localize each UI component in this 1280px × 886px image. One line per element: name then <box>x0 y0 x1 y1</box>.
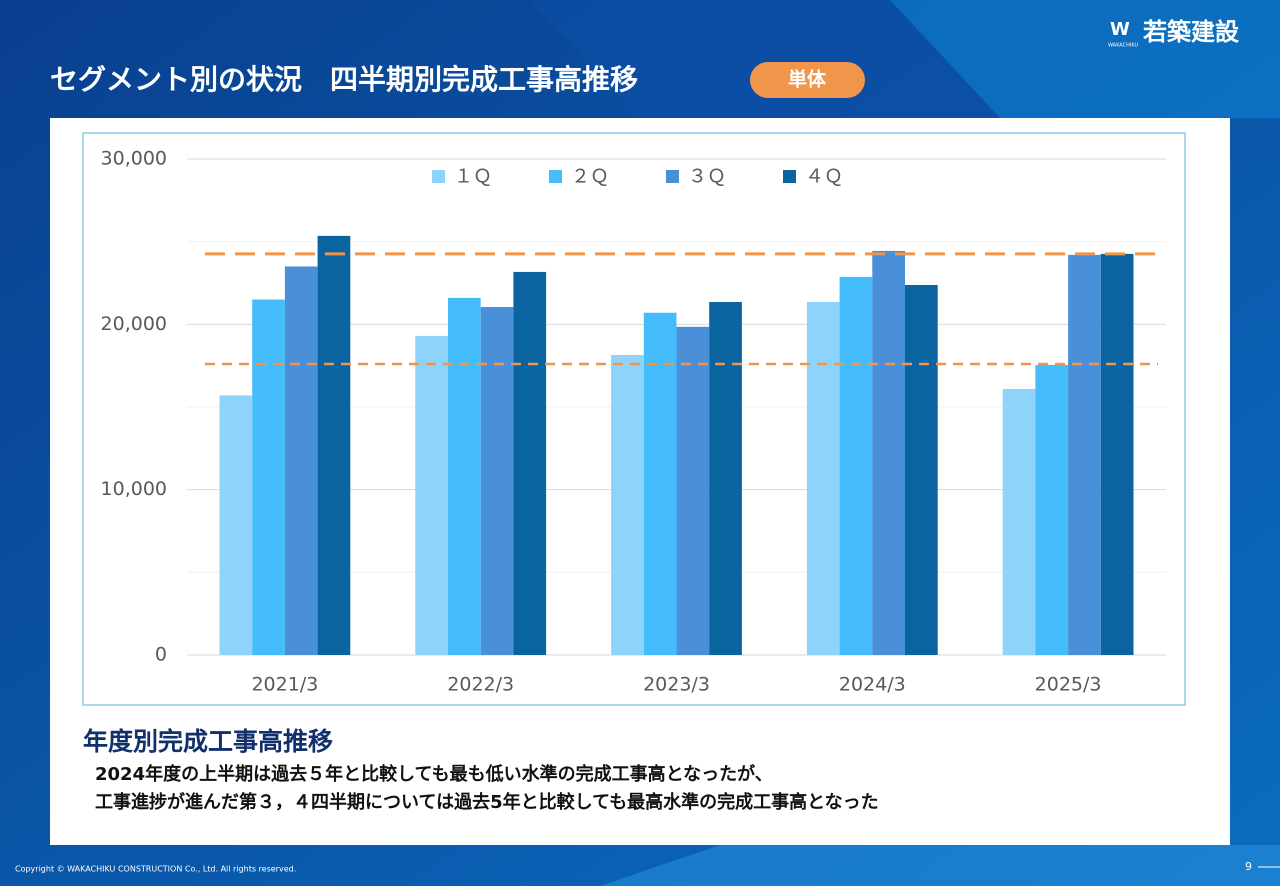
copyright: Copyright © WAKACHIKU CONSTRUCTION Co., … <box>15 865 296 874</box>
decor <box>600 845 1280 886</box>
x-tick-label: 2024/3 <box>839 674 906 696</box>
y-tick-label: 30,000 <box>101 148 167 170</box>
badge-text: 単体 <box>788 68 827 91</box>
bar <box>611 354 644 655</box>
bar <box>1035 365 1069 655</box>
bar <box>839 276 873 655</box>
bar <box>872 250 905 655</box>
bar <box>317 235 351 655</box>
logo-mark: W <box>1110 19 1130 40</box>
legend-label: １Ｑ <box>454 166 492 188</box>
legend-label: ２Ｑ <box>571 166 609 188</box>
legend-swatch <box>666 170 679 183</box>
chart-frame <box>82 132 1186 706</box>
legend-swatch <box>783 170 796 183</box>
y-tick-label: 10,000 <box>101 478 167 500</box>
legend-swatch <box>549 170 562 183</box>
bar <box>284 266 318 655</box>
x-tick-label: 2023/3 <box>643 674 710 696</box>
chart: 0 10,000 20,000 30,000 2021/3 2022/3 2023/3 202… <box>101 148 1166 696</box>
bar <box>905 284 938 655</box>
x-tick-label: 2022/3 <box>447 674 514 696</box>
decor <box>530 0 1000 118</box>
bar <box>513 271 547 655</box>
decor <box>890 0 1280 118</box>
bar <box>1068 254 1101 656</box>
x-tick-label: 2021/3 <box>251 674 318 696</box>
bar <box>480 306 514 655</box>
bar <box>252 299 285 655</box>
bar <box>219 395 253 655</box>
x-tick-label: 2025/3 <box>1035 674 1102 696</box>
y-tick-label: 0 <box>155 644 167 666</box>
logo: 若築建設 <box>1142 18 1240 46</box>
slide-title: セグメント別の状況 四半期別完成工事高推移 <box>50 63 638 96</box>
summary-line: 2024年度の上半期は過去５年と比較しても最も低い水準の完成工事高となったが、 <box>95 763 773 785</box>
bar <box>709 302 742 655</box>
legend-label: ３Ｑ <box>688 166 726 188</box>
bar <box>448 297 481 655</box>
y-tick-label: 20,000 <box>101 313 167 335</box>
bar <box>806 302 840 655</box>
bar <box>676 326 710 655</box>
bar <box>1100 253 1134 655</box>
badge <box>750 62 865 98</box>
page-number: 9 <box>1245 860 1252 873</box>
bar <box>1002 388 1036 655</box>
bar <box>415 335 448 655</box>
summary-line: 工事進捗が進んだ第３，４四半期については過去5年と比較しても最高水準の完成工事高… <box>95 791 879 813</box>
logo-sub: WAKACHIKU <box>1108 43 1138 49</box>
summary-heading: 年度別完成工事高推移 <box>83 727 333 756</box>
legend-swatch <box>432 170 445 183</box>
legend-label: ４Ｑ <box>805 166 843 188</box>
bar <box>643 312 677 655</box>
